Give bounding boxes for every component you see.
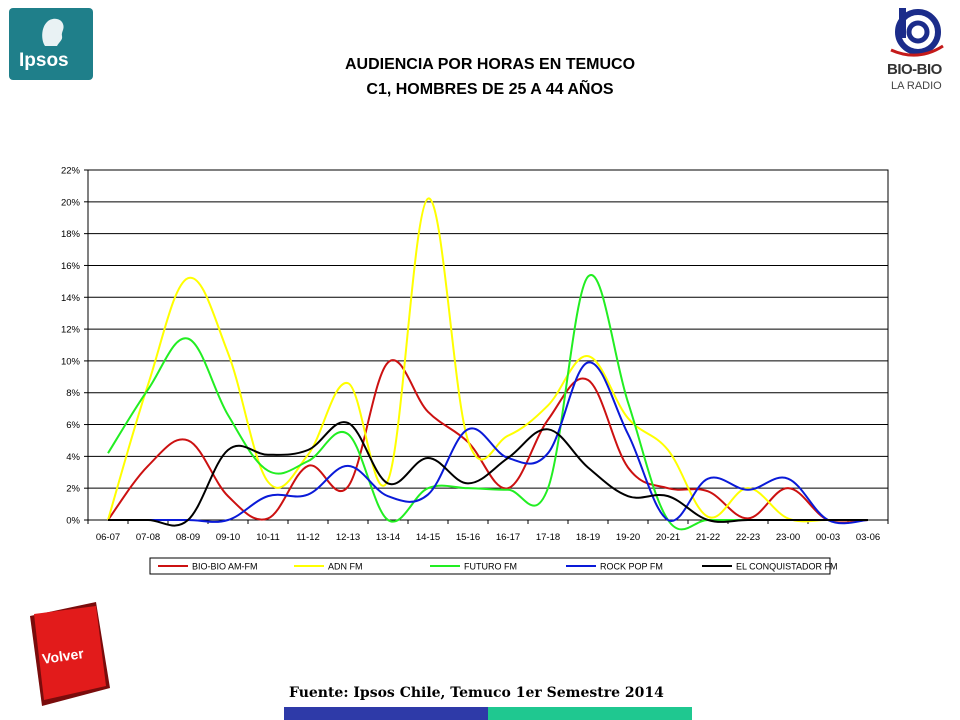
x-tick-label: 22-23 bbox=[736, 532, 760, 543]
x-tick-label: 23-00 bbox=[776, 532, 800, 543]
x-tick-label: 09-10 bbox=[216, 532, 240, 543]
footer-bar-green bbox=[488, 707, 692, 720]
y-tick-label: 22% bbox=[61, 166, 81, 177]
x-tick-label: 16-17 bbox=[496, 532, 520, 543]
ipsos-head-icon bbox=[42, 18, 64, 46]
chart-title-line2: C1, HOMBRES DE 25 A 44 AÑOS bbox=[366, 81, 614, 98]
y-tick-label: 12% bbox=[61, 325, 81, 336]
x-tick-label: 15-16 bbox=[456, 532, 480, 543]
ipsos-logo: Ipsos bbox=[9, 8, 93, 80]
biobio-logo-name: BIO-BIO bbox=[887, 61, 942, 78]
x-tick-label: 19-20 bbox=[616, 532, 640, 543]
x-tick-label: 13-14 bbox=[376, 532, 400, 543]
biobio-logo-sub: LA RADIO bbox=[891, 80, 942, 92]
series-line-3 bbox=[107, 273, 868, 531]
volver-button[interactable]: Volver bbox=[24, 600, 116, 710]
y-tick-label: 18% bbox=[61, 229, 81, 240]
legend-label: ADN FM bbox=[328, 562, 363, 572]
x-tick-label: 21-22 bbox=[696, 532, 720, 543]
x-tick-label: 07-08 bbox=[136, 532, 160, 543]
y-tick-label: 10% bbox=[61, 356, 81, 367]
x-tick-label: 17-18 bbox=[536, 532, 560, 543]
biobio-emblem-icon bbox=[890, 8, 944, 57]
x-tick-label: 14-15 bbox=[416, 532, 440, 543]
legend-label: ROCK POP FM bbox=[600, 562, 663, 572]
chart-title-line1: AUDIENCIA POR HORAS EN TEMUCO bbox=[344, 56, 636, 73]
y-tick-label: 4% bbox=[66, 452, 80, 463]
y-tick-label: 20% bbox=[61, 197, 81, 208]
x-tick-label: 03-06 bbox=[856, 532, 880, 543]
series-line-4 bbox=[107, 361, 869, 525]
x-tick-label: 06-07 bbox=[96, 532, 120, 543]
legend-label: EL CONQUISTADOR FM bbox=[736, 562, 838, 572]
series-line-5 bbox=[107, 421, 868, 527]
legend-box bbox=[149, 557, 831, 575]
audience-line-chart: 0% 2% 4% 6% 8% 10% 12% 14% 16% 18% 20% 22% 06-07 07-0… bbox=[61, 166, 889, 575]
x-tick-label: 00-03 bbox=[816, 532, 840, 543]
series-line-1 bbox=[107, 359, 869, 524]
ipsos-logo-text: Ipsos bbox=[19, 50, 69, 71]
biobio-logo: BIO-BIO LA RADIO bbox=[885, 6, 953, 98]
x-tick-label: 11-12 bbox=[296, 532, 320, 543]
y-tick-label: 0% bbox=[66, 516, 80, 527]
volver-shape-icon bbox=[30, 602, 110, 706]
chart-series bbox=[107, 197, 869, 531]
x-tick-label: 20-21 bbox=[656, 532, 680, 543]
source-note: Fuente: Ipsos Chile, Temuco 1er Semestre… bbox=[289, 685, 664, 701]
legend-label: BIO-BIO AM-FM bbox=[192, 562, 258, 572]
y-tick-label: 6% bbox=[66, 420, 80, 431]
chart-axes: 0% 2% 4% 6% 8% 10% 12% 14% 16% 18% 20% 22% 06-07 07-0… bbox=[61, 166, 889, 543]
plot-frame bbox=[87, 169, 889, 521]
footer-bar-blue bbox=[284, 707, 488, 720]
y-tick-label: 8% bbox=[66, 388, 80, 399]
x-tick-label: 10-11 bbox=[256, 532, 280, 543]
y-tick-label: 14% bbox=[61, 293, 81, 304]
chart-legend: BIO-BIO AM-FM ADN FM FUTURO FM ROCK POP FM E… bbox=[149, 557, 838, 575]
x-tick-label: 18-19 bbox=[576, 532, 600, 543]
series-line-2 bbox=[107, 197, 869, 523]
x-tick-label: 12-13 bbox=[336, 532, 360, 543]
x-tick-label: 08-09 bbox=[176, 532, 200, 543]
legend-label: FUTURO FM bbox=[464, 562, 517, 572]
y-tick-label: 2% bbox=[66, 484, 80, 495]
y-tick-label: 16% bbox=[61, 261, 81, 272]
